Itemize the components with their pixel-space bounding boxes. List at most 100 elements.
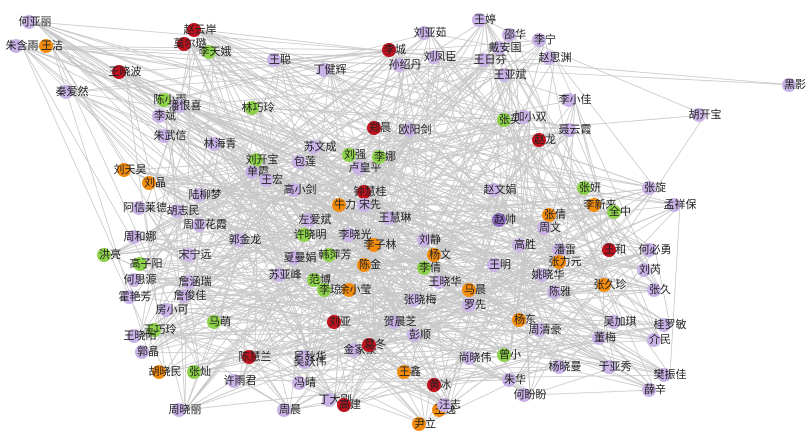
node-label[interactable]: 冯晴 (294, 376, 316, 389)
node[interactable] (322, 248, 336, 262)
node[interactable] (657, 368, 671, 382)
node-label[interactable]: 陆柳梦 (189, 187, 222, 201)
node-label[interactable]: 赵龙 (534, 132, 556, 146)
node-label[interactable]: 张英 (499, 112, 521, 126)
node-label[interactable]: 李晓光 (339, 227, 372, 241)
node[interactable] (547, 285, 561, 299)
node-label[interactable]: 王巧玲 (144, 323, 177, 336)
node-label[interactable]: 刘天昊 (114, 163, 147, 176)
node[interactable] (392, 58, 406, 72)
node[interactable] (542, 208, 556, 222)
node-label[interactable]: 胡开宝 (689, 107, 722, 121)
node[interactable] (277, 403, 291, 417)
node-label[interactable]: 宋先 (359, 197, 381, 211)
node[interactable] (782, 78, 796, 92)
node-label[interactable]: 洪亮 (99, 247, 121, 261)
node-label[interactable]: 刘开宝 (246, 152, 279, 166)
node-label[interactable]: 黄冰 (429, 377, 451, 391)
node-label[interactable]: 彭顺 (409, 327, 431, 341)
node[interactable] (417, 261, 431, 275)
node-label[interactable]: 苏亚峰 (269, 268, 302, 281)
node-label[interactable]: 何盼盼 (514, 388, 547, 401)
node-label[interactable]: 曾小 (499, 347, 521, 361)
node-label[interactable]: 王婷 (474, 12, 496, 26)
node[interactable] (127, 230, 141, 244)
node[interactable] (259, 173, 273, 187)
node-label[interactable]: 高子阳 (130, 256, 163, 270)
node[interactable] (362, 338, 376, 352)
node-label[interactable]: 许晓明 (294, 228, 327, 241)
node[interactable] (297, 355, 311, 369)
node-label[interactable]: 李城 (384, 42, 406, 56)
node[interactable] (535, 268, 549, 282)
node[interactable] (172, 403, 186, 417)
node-label[interactable]: 黑影 (784, 78, 806, 91)
node[interactable] (667, 198, 681, 212)
node[interactable] (232, 233, 246, 247)
node-label[interactable]: 郭金龙 (229, 232, 262, 246)
node-label[interactable]: 王洁 (41, 39, 63, 52)
node[interactable] (412, 417, 426, 431)
node-label[interactable]: 欧阳剑 (399, 122, 432, 136)
node[interactable] (472, 13, 486, 27)
node[interactable] (417, 233, 431, 247)
node-label[interactable]: 全中 (609, 204, 631, 218)
node[interactable] (227, 374, 241, 388)
node-label[interactable]: 潘恨喜 (169, 98, 202, 112)
node[interactable] (287, 183, 301, 197)
node[interactable] (352, 161, 366, 175)
node[interactable] (357, 258, 371, 272)
node-label[interactable]: 陈雅 (549, 284, 571, 298)
node[interactable] (602, 243, 616, 257)
node-label[interactable]: 王慧琳 (379, 210, 412, 224)
node[interactable] (302, 213, 316, 227)
node-label[interactable]: 尚晓伟 (459, 350, 492, 364)
node[interactable] (159, 303, 173, 317)
node[interactable] (647, 333, 661, 347)
node-label[interactable]: 刘强 (344, 148, 366, 161)
node[interactable] (142, 176, 156, 190)
node[interactable] (692, 108, 706, 122)
node[interactable] (387, 315, 401, 329)
node-label[interactable]: 刘晶 (144, 176, 166, 189)
node-label[interactable]: 杨东 (514, 312, 536, 326)
node[interactable] (462, 283, 476, 297)
node[interactable] (537, 221, 551, 235)
node[interactable] (317, 63, 331, 77)
node-label[interactable]: 丁健辉 (314, 63, 347, 76)
node-label[interactable]: 秦爱然 (56, 84, 89, 98)
node-label[interactable]: 胡晓民 (149, 364, 182, 378)
node[interactable] (117, 163, 131, 177)
node[interactable] (347, 343, 361, 357)
node-label[interactable]: 李小佳 (559, 92, 592, 106)
node[interactable] (532, 323, 546, 337)
node-label[interactable]: 高小剑 (284, 182, 317, 196)
node-label[interactable]: 刘凤臣 (424, 50, 457, 63)
node-label[interactable]: 何亚丽 (19, 15, 52, 28)
node-label[interactable]: 张久珍 (594, 278, 627, 291)
node[interactable] (552, 360, 566, 374)
node[interactable] (187, 365, 201, 379)
node-label[interactable]: 姚晓华 (532, 267, 565, 281)
node-label[interactable]: 高建 (339, 397, 361, 411)
node[interactable] (477, 53, 491, 67)
node[interactable] (272, 268, 286, 282)
node[interactable] (322, 393, 336, 407)
node-label[interactable]: 贺晨芝 (384, 315, 417, 328)
node-label[interactable]: 薛辛 (644, 382, 666, 396)
node[interactable] (202, 45, 216, 59)
node-label[interactable]: 介民 (649, 333, 671, 346)
node[interactable] (127, 329, 141, 343)
node[interactable] (417, 26, 431, 40)
node[interactable] (502, 28, 516, 42)
node[interactable] (607, 205, 621, 219)
node[interactable] (497, 113, 511, 127)
node[interactable] (133, 257, 147, 271)
node-label[interactable]: 李子林 (364, 237, 397, 251)
node[interactable] (287, 251, 301, 265)
node[interactable] (177, 37, 191, 51)
node-label[interactable]: 王亚斌 (494, 68, 527, 81)
node-label[interactable]: 孟祥保 (664, 197, 697, 211)
node-label[interactable]: 张旋 (644, 180, 666, 194)
node-label[interactable]: 樊振佳 (654, 367, 687, 381)
